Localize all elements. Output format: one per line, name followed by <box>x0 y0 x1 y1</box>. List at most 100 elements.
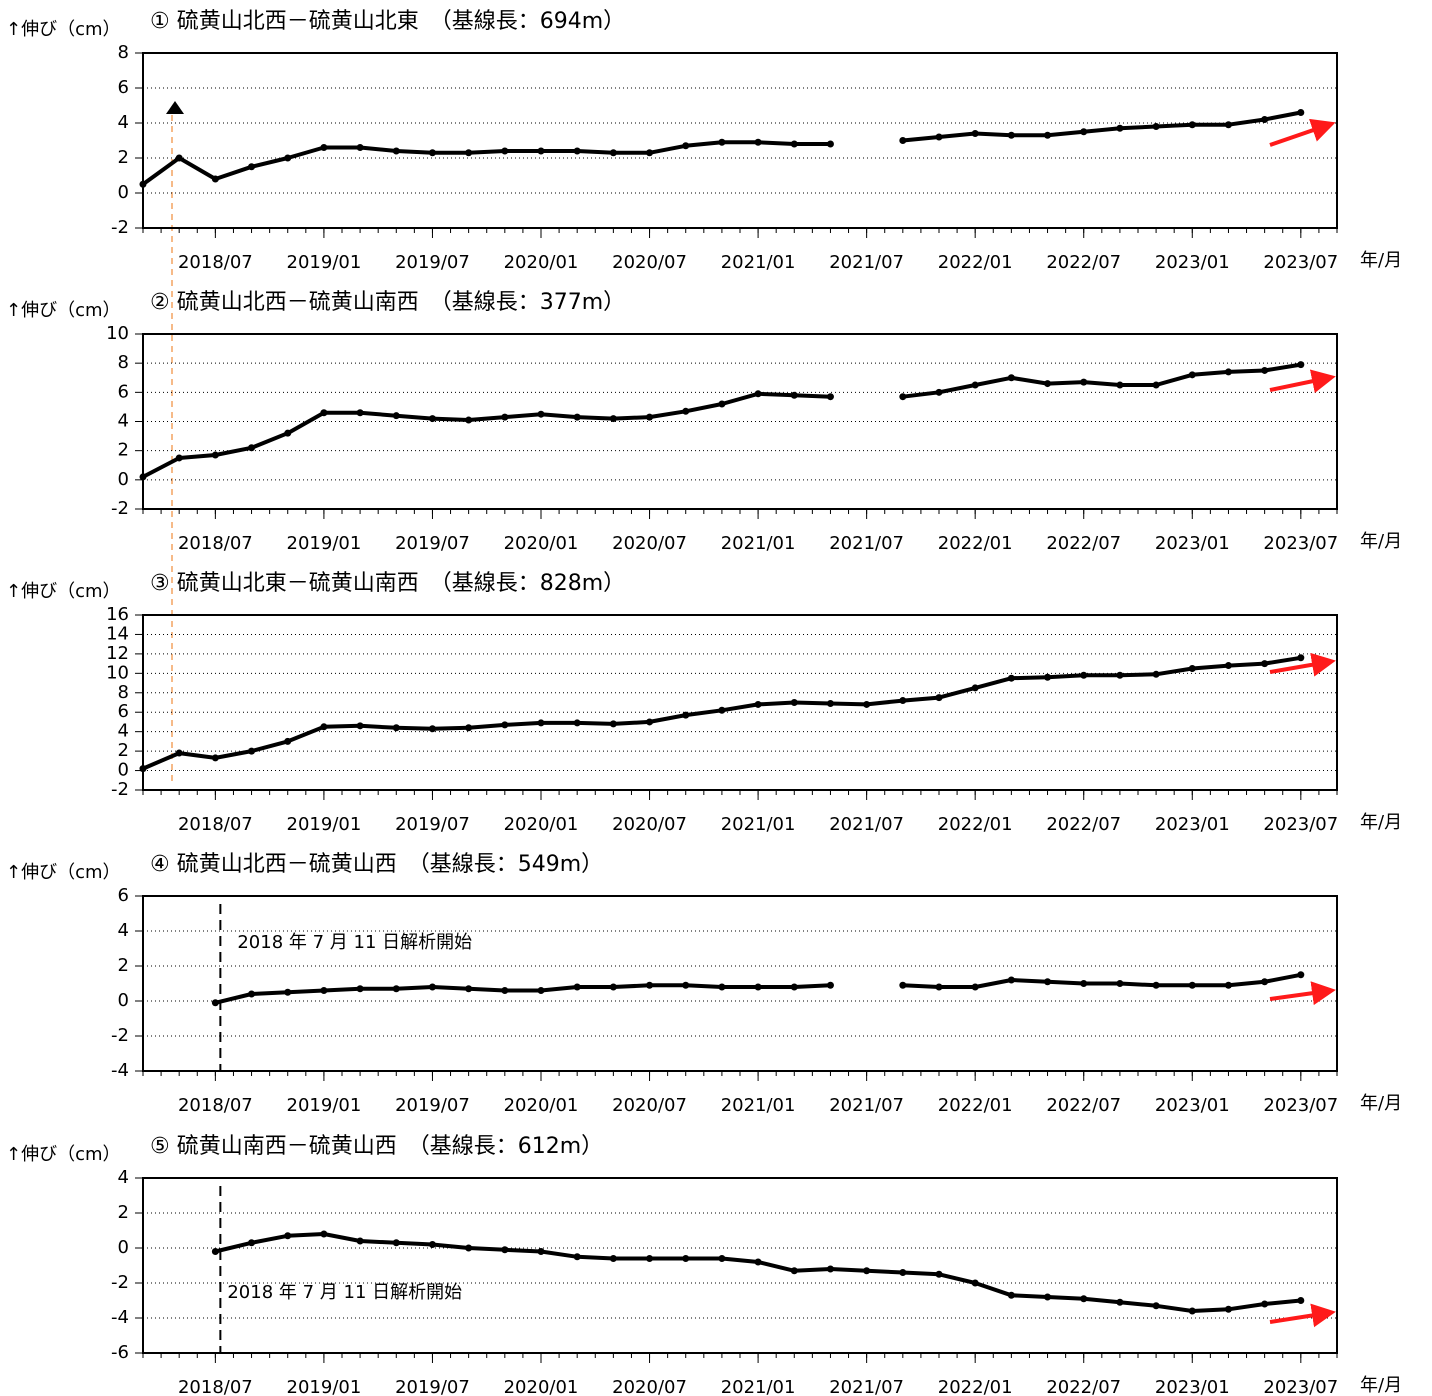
data-point <box>320 409 328 417</box>
x-tick-label: 2018/07 <box>178 1095 253 1116</box>
data-point <box>1188 1307 1196 1315</box>
data-point <box>248 163 256 171</box>
data-point <box>211 1248 219 1255</box>
data-point <box>718 706 726 714</box>
data-point <box>1080 980 1088 987</box>
data-point <box>320 987 328 994</box>
x-tick-label: 2023/07 <box>1263 252 1338 273</box>
data-point <box>682 711 690 719</box>
x-tick-label: 2023/01 <box>1155 533 1230 554</box>
trend-arrow <box>1269 981 1336 1006</box>
data-point <box>284 737 292 745</box>
data-point <box>754 700 762 708</box>
data-point <box>573 719 581 727</box>
data-point <box>501 147 509 155</box>
panel-title: ① 硫黄山北西－硫黄山北東 （基線長：694m） <box>150 9 625 34</box>
data-point <box>718 983 726 991</box>
data-point <box>1044 1293 1052 1301</box>
data-point <box>537 410 545 418</box>
x-tick-label: 2020/01 <box>504 252 579 273</box>
data-point <box>465 416 473 424</box>
y-tick-label: 16 <box>106 604 129 625</box>
data-point <box>573 983 581 991</box>
x-tick-label: 2019/07 <box>395 252 470 273</box>
plot-frame <box>142 52 1338 229</box>
data-point <box>826 981 834 989</box>
data-point <box>1188 981 1196 989</box>
data-point <box>501 987 509 994</box>
panel-title: ② 硫黄山北西－硫黄山南西 （基線長：377m） <box>150 290 625 315</box>
data-point <box>1007 674 1015 682</box>
data-point <box>790 391 798 399</box>
x-tick-label: 2020/07 <box>612 533 687 554</box>
annotation: 2018 年 7 月 11 日解析開始 <box>227 1282 462 1303</box>
plot-frame <box>142 895 1338 1072</box>
x-tick-label: 2021/01 <box>721 252 796 273</box>
data-point <box>1224 121 1232 129</box>
data-point <box>1116 381 1124 389</box>
data-point <box>284 429 292 437</box>
data-point <box>1116 671 1124 679</box>
data-point <box>1297 654 1305 662</box>
data-point <box>1261 116 1269 123</box>
data-point <box>1224 368 1232 376</box>
x-tick-label: 2018/07 <box>178 252 253 273</box>
x-tick-label: 2019/07 <box>395 814 470 835</box>
x-tick-label: 2020/07 <box>612 814 687 835</box>
data-point <box>1297 971 1305 979</box>
data-point <box>428 725 436 733</box>
x-tick-label: 2021/01 <box>721 533 796 554</box>
data-point <box>392 412 400 420</box>
data-point <box>863 700 871 708</box>
data-point <box>935 694 943 702</box>
y-tick-label: 8 <box>118 42 129 63</box>
x-tick-label: 2023/01 <box>1155 1095 1230 1116</box>
data-point <box>1261 660 1269 668</box>
trend-arrow <box>1269 1303 1336 1328</box>
data-point <box>320 144 328 151</box>
x-axis-label: 年/月 <box>1360 250 1402 271</box>
data-point <box>320 1230 328 1238</box>
data-point <box>1261 1300 1269 1308</box>
data-point <box>1080 128 1088 136</box>
data-point <box>971 381 979 389</box>
annotation: 2018 年 7 月 11 日解析開始 <box>237 932 472 953</box>
data-point <box>248 444 256 452</box>
y-tick-label: 6 <box>118 701 129 722</box>
data-point <box>718 400 726 408</box>
data-point <box>1007 1291 1015 1299</box>
data-point <box>356 409 364 417</box>
data-point <box>826 1265 834 1273</box>
data-point <box>1188 664 1196 672</box>
y-axis-label: ↑伸び（cm） <box>6 1144 121 1165</box>
data-point <box>428 983 436 991</box>
y-tick-label: 6 <box>118 77 129 98</box>
data-point <box>392 1239 400 1247</box>
data-point <box>682 407 690 415</box>
data-point <box>682 981 690 989</box>
data-point <box>646 981 654 989</box>
x-tick-label: 2022/07 <box>1046 814 1121 835</box>
x-tick-label: 2020/07 <box>612 1095 687 1116</box>
data-point <box>465 1244 473 1252</box>
data-point <box>175 454 183 462</box>
data-point <box>826 140 834 148</box>
y-axis-label: ↑伸び（cm） <box>6 19 121 40</box>
y-tick-label: 2 <box>118 1202 129 1223</box>
x-tick-label: 2019/07 <box>395 1095 470 1116</box>
x-tick-label: 2021/01 <box>721 1095 796 1116</box>
data-point <box>682 1255 690 1262</box>
x-tick-label: 2023/01 <box>1155 252 1230 273</box>
trend-arrow <box>1269 369 1336 393</box>
data-point <box>211 451 219 459</box>
x-tick-label: 2018/07 <box>178 1377 253 1396</box>
data-point <box>1261 978 1269 986</box>
y-tick-label: 10 <box>106 323 129 344</box>
trend-arrow <box>1269 118 1336 147</box>
x-tick-label: 2018/07 <box>178 533 253 554</box>
y-tick-label: 4 <box>118 112 129 133</box>
plot-frame <box>142 333 1338 510</box>
y-tick-label: 2 <box>118 740 129 761</box>
data-point <box>1007 374 1015 382</box>
